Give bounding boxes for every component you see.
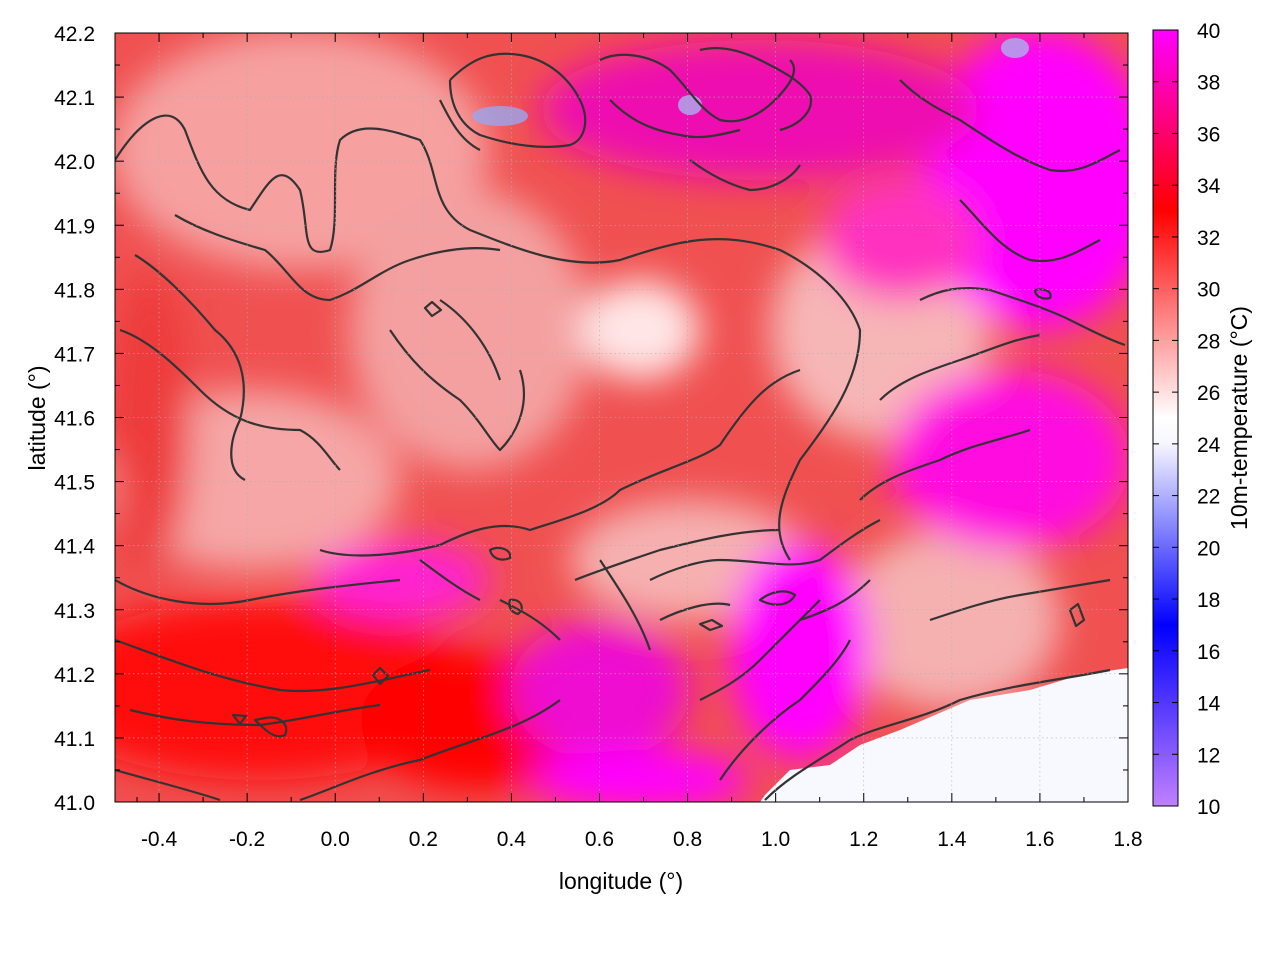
x-tick-label: 1.2 <box>849 828 878 851</box>
y-axis: 41.0 41.1 41.2 41.3 41.4 41.5 41.6 41.7 41.8 41.9… <box>54 23 1128 815</box>
y-tick-label: 42.1 <box>54 87 95 110</box>
colorbar: 10 12 14 16 18 20 22 24 26 28 30 32 34 36 38 40 10m-tem… <box>1152 20 1252 819</box>
x-tick-label: -0.4 <box>141 828 178 851</box>
x-tick-label: 0.0 <box>321 828 350 851</box>
colorbar-tick-label: 28 <box>1197 330 1220 353</box>
colorbar-tick-label: 20 <box>1197 537 1220 560</box>
y-tick-label: 41.6 <box>54 408 95 431</box>
x-tick-label: 1.4 <box>937 828 967 851</box>
x-tick-label: 0.4 <box>497 828 527 851</box>
colorbar-tick-label: 22 <box>1197 486 1220 509</box>
y-tick-label: 42.0 <box>54 151 95 174</box>
y-tick-label: 41.9 <box>54 215 95 238</box>
y-tick-label: 41.2 <box>54 664 95 687</box>
y-tick-label: 41.0 <box>54 792 95 815</box>
colorbar-tick-label: 40 <box>1197 20 1220 43</box>
y-tick-label: 41.5 <box>54 472 95 495</box>
x-tick-label: 1.6 <box>1025 828 1054 851</box>
colorbar-tick-label: 14 <box>1197 693 1221 716</box>
y-tick-label: 41.7 <box>54 343 95 366</box>
y-axis-title: latitude (°) <box>24 365 50 470</box>
y-tick-label: 41.3 <box>54 600 95 623</box>
colorbar-tick-label: 36 <box>1197 123 1220 146</box>
x-tick-label: -0.2 <box>229 828 265 851</box>
x-tick-label: 0.8 <box>673 828 702 851</box>
colorbar-tick-label: 24 <box>1197 434 1221 457</box>
colorbar-tick-label: 12 <box>1197 744 1220 767</box>
contour-lines <box>115 46 1126 802</box>
y-tick-label: 42.2 <box>54 23 95 46</box>
x-tick-label: 1.0 <box>761 828 790 851</box>
colorbar-tick-label: 16 <box>1197 641 1220 664</box>
heatmap-field <box>115 33 1128 802</box>
x-tick-label: 1.8 <box>1113 828 1142 851</box>
x-tick-label: 0.6 <box>585 828 614 851</box>
colorbar-tick-label: 26 <box>1197 382 1220 405</box>
colorbar-tick-label: 38 <box>1197 72 1220 95</box>
colorbar-tick-label: 30 <box>1197 279 1220 302</box>
colorbar-tick-label: 18 <box>1197 589 1220 612</box>
x-tick-label: 0.2 <box>409 828 438 851</box>
colorbar-ticks: 10 12 14 16 18 20 22 24 26 28 30 32 34 36 38 40 <box>1153 20 1221 819</box>
x-axis: -0.4 -0.2 0.0 0.2 0.4 0.6 0.8 1.0 1.2 1.4 1.6 1.8 <box>136 33 1143 851</box>
y-tick-label: 41.8 <box>54 279 95 302</box>
colorbar-gradient <box>1152 29 1179 807</box>
y-tick-label: 41.4 <box>54 536 95 559</box>
colorbar-title: 10m-temperature (°C) <box>1226 306 1252 530</box>
colorbar-tick-label: 10 <box>1197 796 1220 819</box>
colorbar-tick-label: 34 <box>1197 175 1221 198</box>
colorbar-tick-label: 32 <box>1197 227 1220 250</box>
x-axis-title: longitude (°) <box>559 868 683 894</box>
y-tick-label: 41.1 <box>54 728 95 751</box>
